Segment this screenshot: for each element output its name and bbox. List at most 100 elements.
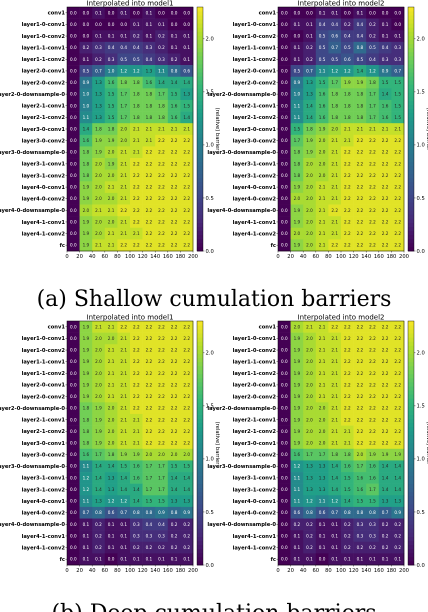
heatmap-cell bbox=[104, 402, 118, 415]
colorbar-segment bbox=[408, 194, 414, 199]
cell-value: 2.2 bbox=[158, 208, 165, 213]
heatmap-cell bbox=[104, 321, 118, 333]
heatmap-cell bbox=[167, 321, 181, 333]
heatmap-cell bbox=[378, 506, 392, 519]
colorbar-segment bbox=[408, 394, 414, 399]
cell-value: 0.0 bbox=[108, 557, 115, 562]
cell-value: 1.6 bbox=[83, 138, 90, 143]
colorbar-segment bbox=[197, 508, 203, 513]
heatmap-cell bbox=[142, 181, 156, 194]
row-label: fc bbox=[60, 557, 65, 563]
cell-value: 0.0 bbox=[281, 522, 288, 527]
heatmap-cell bbox=[104, 344, 118, 357]
cell-value: 1.6 bbox=[146, 80, 153, 85]
row-label: layer3-1-conv2 bbox=[22, 487, 66, 493]
colorbar-segment bbox=[197, 528, 203, 533]
colorbar-segment bbox=[197, 181, 203, 187]
cell-value: 2.2 bbox=[183, 394, 190, 399]
cell-value: 2.2 bbox=[369, 219, 376, 224]
cell-value: 2.2 bbox=[133, 161, 140, 166]
cell-value: 2.2 bbox=[344, 243, 351, 248]
row-label: layer4-1-conv1 bbox=[22, 534, 66, 540]
heatmap-cell bbox=[130, 227, 143, 240]
cell-value: 0.0 bbox=[281, 34, 288, 39]
heatmap-cell bbox=[378, 169, 392, 182]
heatmap-cell bbox=[366, 216, 380, 229]
heatmap-cell bbox=[142, 216, 156, 229]
heatmap-cell bbox=[180, 472, 194, 484]
heatmap-cell bbox=[303, 227, 317, 240]
heatmap-cell bbox=[104, 553, 118, 566]
colorbar-tick-label: 1.0 bbox=[417, 143, 425, 149]
colorbar-segment bbox=[408, 499, 414, 505]
heatmap-cell bbox=[104, 239, 118, 252]
cell-value: 2.2 bbox=[382, 173, 389, 178]
heatmap-cell bbox=[366, 7, 380, 19]
cell-value: 0.0 bbox=[281, 138, 288, 143]
heatmap-cell bbox=[104, 390, 118, 403]
heatmap-cell bbox=[303, 123, 317, 136]
cell-value: 0.2 bbox=[133, 545, 140, 550]
heatmap-cell bbox=[366, 111, 380, 124]
heatmap-cell bbox=[130, 123, 143, 136]
cell-value: 2.0 bbox=[306, 429, 313, 434]
cell-value: 2.2 bbox=[369, 359, 376, 364]
cell-value: 1.9 bbox=[306, 150, 313, 155]
cell-value: 0.1 bbox=[306, 34, 313, 39]
heatmap-cell bbox=[290, 553, 304, 566]
colorbar-segment bbox=[197, 96, 203, 101]
heatmap-cell bbox=[328, 65, 342, 78]
heatmap-cell bbox=[391, 506, 405, 519]
row-label: layer2-0-downsample-0 bbox=[207, 92, 276, 98]
heatmap-cell bbox=[92, 541, 106, 554]
heatmap-cell bbox=[104, 332, 118, 345]
row-label: layer1-1-conv1 bbox=[233, 45, 277, 51]
heatmap-cell bbox=[155, 367, 169, 380]
colorbar-segment bbox=[408, 96, 414, 101]
cell-value: 1.7 bbox=[146, 464, 153, 469]
colorbar-segment bbox=[408, 325, 414, 330]
heatmap-cell bbox=[278, 413, 291, 426]
colorbar-segment bbox=[197, 422, 203, 428]
cell-value: 0.2 bbox=[83, 45, 90, 50]
heatmap-cell bbox=[104, 88, 118, 101]
heatmap-cell bbox=[155, 425, 169, 438]
heatmap-cell bbox=[130, 7, 143, 19]
cell-value: 0.0 bbox=[70, 45, 77, 50]
heatmap-cell bbox=[67, 146, 80, 159]
heatmap-cell bbox=[117, 169, 131, 182]
heatmap-cell bbox=[142, 518, 156, 531]
colorbar-segment bbox=[408, 487, 414, 493]
heatmap-cell bbox=[341, 30, 354, 43]
cell-value: 2.2 bbox=[394, 371, 401, 376]
heatmap-cell bbox=[278, 7, 291, 19]
row-label: layer4-0-downsample-0 bbox=[207, 522, 276, 528]
cell-value: 2.2 bbox=[171, 138, 178, 143]
heatmap-cell bbox=[180, 437, 194, 450]
heatmap-cell bbox=[117, 495, 131, 508]
cell-value: 0.0 bbox=[281, 115, 288, 120]
heatmap-cell bbox=[104, 18, 118, 31]
row-label: layer2-0-conv1 bbox=[22, 69, 66, 75]
heatmap-cell bbox=[142, 41, 156, 54]
cell-value: 2.2 bbox=[158, 324, 165, 329]
cell-value: 0.2 bbox=[394, 545, 401, 550]
cell-value: 1.7 bbox=[306, 452, 313, 457]
cell-value: 1.9 bbox=[120, 452, 127, 457]
heatmap-cell bbox=[92, 425, 106, 438]
heatmap-cell bbox=[315, 41, 329, 54]
cell-value: 1.6 bbox=[294, 452, 301, 457]
cell-value: 2.1 bbox=[331, 441, 338, 446]
cell-value: 2.2 bbox=[382, 219, 389, 224]
heatmap-cell bbox=[303, 111, 317, 124]
heatmap-cell bbox=[67, 541, 80, 554]
heatmap-cell bbox=[67, 181, 80, 194]
cell-value: 1.9 bbox=[83, 359, 90, 364]
heatmap-cell bbox=[303, 169, 317, 182]
cell-value: 1.8 bbox=[120, 80, 127, 85]
heatmap-cell bbox=[117, 204, 131, 217]
colorbar-segment bbox=[197, 169, 203, 175]
colorbar-segment bbox=[197, 443, 203, 448]
colorbar-segment bbox=[197, 39, 203, 44]
cell-value: 2.1 bbox=[120, 359, 127, 364]
